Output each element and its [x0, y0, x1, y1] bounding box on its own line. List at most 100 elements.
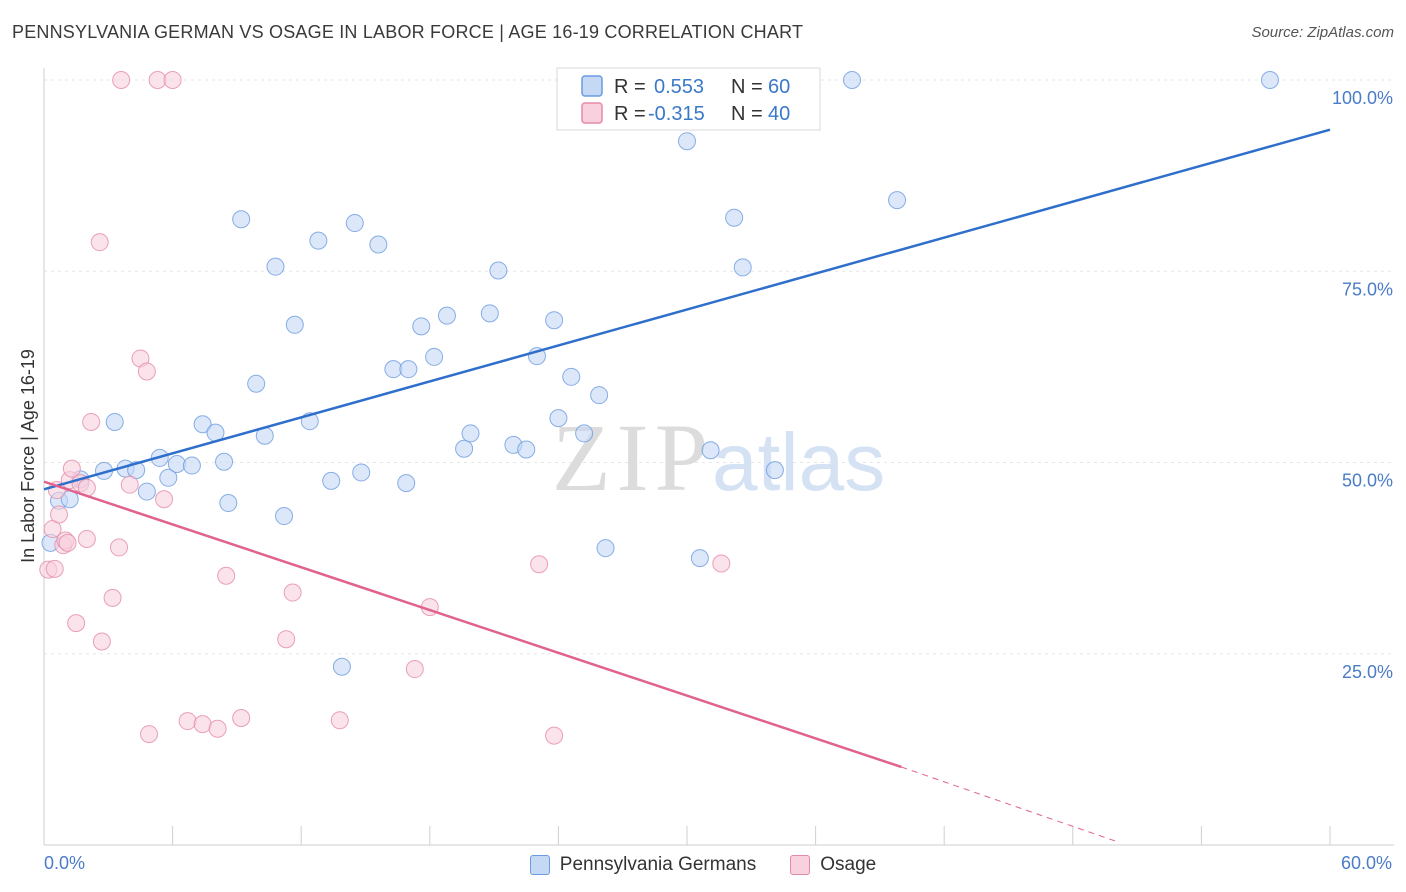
point-pennsylvania-germans	[590, 386, 609, 405]
y-tick-label: 100.0%	[1332, 88, 1393, 108]
data-points	[39, 71, 1279, 745]
y-tick-label: 75.0%	[1342, 279, 1393, 299]
point-pennsylvania-germans	[397, 474, 416, 493]
point-pennsylvania-germans	[247, 374, 266, 393]
point-osage	[137, 362, 156, 381]
bottom-legend-item-osage: Osage	[790, 854, 876, 876]
legend-r-label-1: R =	[614, 76, 646, 98]
point-osage	[77, 530, 96, 548]
point-pennsylvania-germans	[412, 317, 431, 336]
x-tick-right: 60.0%	[1341, 853, 1392, 873]
point-osage	[92, 632, 111, 651]
y-tick-labels: 100.0% 75.0% 50.0% 25.0%	[1332, 88, 1393, 682]
point-pennsylvania-germans	[733, 258, 752, 277]
point-osage	[140, 725, 159, 744]
legend-r-value-2: -0.315	[648, 103, 705, 125]
point-pennsylvania-germans	[888, 191, 907, 210]
point-pennsylvania-germans	[455, 439, 474, 458]
point-osage	[545, 726, 564, 745]
point-pennsylvania-germans	[266, 257, 285, 276]
legend-n-value-2: 40	[768, 103, 790, 125]
point-osage	[283, 583, 302, 602]
point-pennsylvania-germans	[215, 452, 234, 471]
y-tick-label: 25.0%	[1342, 662, 1393, 682]
point-pennsylvania-germans	[193, 415, 212, 434]
point-pennsylvania-germans	[219, 494, 238, 513]
point-pennsylvania-germans	[167, 455, 186, 474]
legend-n-value-1: 60	[768, 76, 790, 98]
bottom-legend-label-pennsylvania: Pennsylvania Germans	[559, 854, 757, 875]
point-pennsylvania-germans	[461, 424, 480, 443]
watermark: ZIP atlas	[552, 404, 885, 511]
chart-title: PENNSYLVANIA GERMAN VS OSAGE IN LABOR FO…	[12, 22, 804, 42]
point-pennsylvania-germans	[489, 261, 508, 280]
point-pennsylvania-germans	[309, 231, 328, 250]
point-pennsylvania-germans	[369, 235, 388, 254]
point-pennsylvania-germans	[332, 657, 351, 676]
point-osage	[193, 715, 212, 734]
y-axis-label: In Labor Force | Age 16-19	[18, 349, 38, 563]
point-pennsylvania-germans	[399, 360, 418, 379]
point-pennsylvania-germans	[437, 306, 456, 325]
legend-r-label-2: R =	[614, 103, 646, 125]
watermark-zip: ZIP	[552, 404, 714, 511]
point-osage	[45, 559, 64, 578]
point-osage	[112, 71, 131, 89]
point-osage	[208, 719, 227, 738]
point-osage	[405, 660, 424, 679]
point-pennsylvania-germans	[285, 315, 304, 334]
point-pennsylvania-germans	[275, 507, 294, 526]
point-osage	[232, 709, 251, 728]
x-tick-labels: 0.0% 60.0%	[44, 853, 1392, 873]
point-osage	[530, 555, 549, 574]
legend-box: R = 0.553 N = 60 R = -0.315 N = 40	[556, 67, 821, 131]
point-pennsylvania-germans	[725, 208, 744, 227]
x-tick-left: 0.0%	[44, 853, 85, 873]
trend-line-osage	[43, 480, 902, 769]
point-osage	[178, 712, 197, 731]
point-osage	[67, 614, 86, 633]
point-pennsylvania-germans	[562, 367, 581, 386]
point-osage	[163, 71, 182, 89]
point-osage	[50, 505, 69, 524]
point-pennsylvania-germans	[843, 71, 862, 89]
bottom-legend-label-osage: Osage	[820, 854, 877, 875]
point-osage	[217, 566, 236, 585]
point-pennsylvania-germans	[182, 456, 201, 475]
bottom-legend-swatch-blue	[529, 855, 550, 875]
point-pennsylvania-germans	[678, 132, 696, 151]
point-pennsylvania-germans	[575, 424, 594, 443]
trend-line-osage-extension	[901, 766, 1116, 842]
point-pennsylvania-germans	[701, 441, 720, 460]
point-pennsylvania-germans	[545, 311, 564, 330]
bottom-legend: Pennsylvania Germans Osage	[0, 852, 1406, 878]
point-osage	[103, 588, 122, 607]
point-osage	[90, 233, 109, 252]
point-pennsylvania-germans	[345, 214, 364, 233]
legend-swatch-pink	[581, 102, 603, 124]
point-osage	[58, 533, 77, 552]
point-pennsylvania-germans	[425, 347, 444, 366]
point-pennsylvania-germans	[517, 440, 536, 459]
trend-line-pennsylvania-germans	[43, 128, 1331, 491]
point-osage	[110, 538, 129, 557]
legend-r-value-1: 0.553	[654, 76, 704, 98]
trend-lines	[43, 128, 1331, 842]
point-pennsylvania-germans	[352, 463, 371, 482]
point-pennsylvania-germans	[159, 468, 178, 487]
legend-n-label-1: N =	[731, 76, 763, 98]
y-tick-label: 50.0%	[1342, 471, 1393, 491]
point-pennsylvania-germans	[549, 409, 568, 428]
point-pennsylvania-germans	[690, 549, 709, 568]
watermark-atlas: atlas	[712, 417, 885, 508]
point-pennsylvania-germans	[765, 461, 784, 480]
point-osage	[120, 475, 139, 494]
point-pennsylvania-germans	[384, 360, 403, 379]
point-osage	[148, 71, 167, 89]
point-pennsylvania-germans	[232, 210, 251, 229]
point-pennsylvania-germans	[480, 304, 499, 323]
bottom-legend-swatch-pink	[790, 855, 811, 875]
axes	[43, 68, 1394, 846]
point-pennsylvania-germans	[1260, 71, 1279, 89]
bottom-legend-item-pennsylvania: Pennsylvania Germans	[529, 854, 757, 876]
